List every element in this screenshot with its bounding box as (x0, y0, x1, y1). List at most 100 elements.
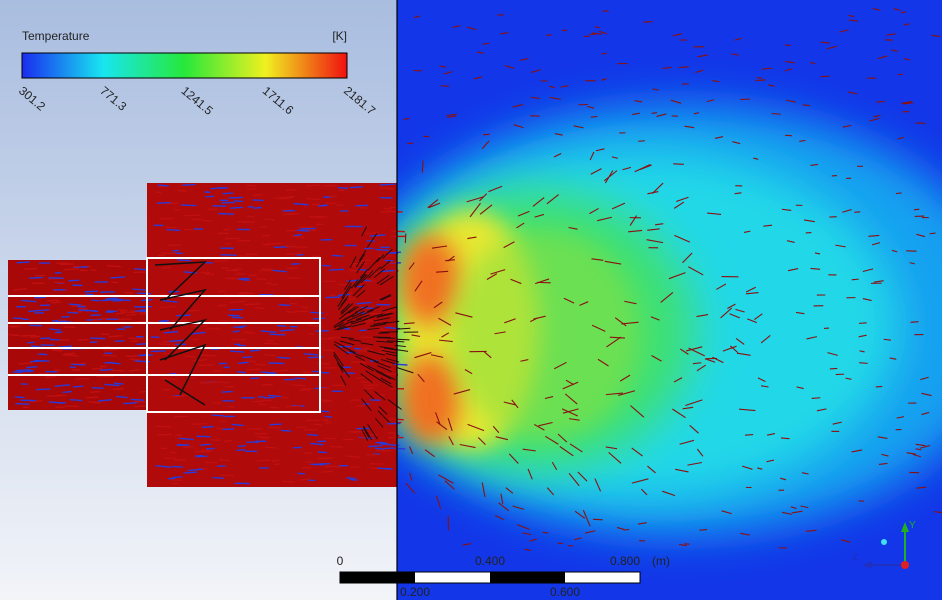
vector (157, 203, 170, 204)
x-axis (901, 561, 909, 569)
vector (212, 415, 224, 416)
vector (286, 246, 299, 247)
vector (245, 361, 256, 362)
vector (103, 355, 117, 356)
vector (195, 451, 210, 452)
vector (85, 291, 98, 292)
vector (71, 364, 85, 365)
vector (229, 197, 243, 198)
vector (100, 369, 113, 370)
vector (323, 350, 335, 351)
scale-label: 0.200 (400, 585, 430, 599)
vector (346, 478, 355, 479)
vector (391, 231, 405, 232)
vector (351, 362, 366, 363)
vector (279, 305, 290, 306)
vector (393, 435, 399, 436)
vector (248, 189, 256, 190)
vector (397, 339, 410, 340)
vector (210, 440, 220, 441)
temperature-field (350, 0, 942, 600)
vector (86, 397, 98, 398)
vector (384, 448, 394, 449)
vector (354, 349, 361, 350)
vector (255, 364, 266, 365)
vector (286, 312, 295, 313)
vector (129, 359, 137, 360)
colorbar (22, 53, 347, 78)
vector (73, 386, 83, 387)
vector (201, 450, 213, 451)
vector (393, 364, 407, 365)
vector (81, 310, 96, 311)
vector (236, 450, 245, 451)
vector (359, 350, 367, 351)
vector (283, 211, 295, 212)
field-orange (400, 235, 460, 325)
vector (200, 444, 211, 445)
vector (161, 253, 176, 254)
vector (78, 339, 89, 340)
vector (238, 446, 246, 447)
vector (131, 399, 144, 400)
vector (679, 67, 689, 68)
vector (781, 438, 790, 439)
vector (158, 185, 169, 186)
vector (232, 317, 243, 318)
legend-unit: [K] (332, 29, 347, 43)
vector (205, 196, 214, 197)
vector (272, 460, 280, 461)
vector (282, 481, 294, 482)
vector (270, 424, 282, 425)
vector (367, 455, 377, 456)
vector (45, 376, 55, 377)
vector (281, 430, 291, 431)
vector (876, 101, 884, 102)
vector (88, 402, 100, 403)
vector (259, 404, 268, 405)
vector (219, 460, 229, 461)
vector (291, 385, 305, 386)
vector (304, 354, 318, 355)
vector (237, 372, 246, 373)
vector (51, 302, 61, 303)
scale-label: 0.400 (475, 554, 505, 568)
vector (34, 361, 49, 362)
vector (90, 392, 101, 393)
vector (52, 350, 63, 351)
vector (320, 400, 332, 401)
vector (264, 219, 275, 220)
cfd-viewport: Temperature [K] 301.2771.31241.51711.621… (0, 0, 942, 600)
vector (785, 45, 791, 46)
vector (63, 392, 72, 393)
vector (90, 342, 97, 343)
vector (167, 230, 181, 231)
vector (318, 452, 327, 453)
vector (257, 437, 266, 438)
vector (297, 255, 304, 256)
vector (250, 378, 259, 379)
vector (182, 185, 195, 186)
vector (359, 337, 374, 338)
vector (253, 207, 261, 208)
vector (123, 403, 137, 404)
vector (291, 236, 305, 237)
triad-dot (881, 539, 887, 545)
vector (338, 188, 348, 189)
vector (69, 280, 80, 281)
vector (214, 382, 229, 383)
vector (300, 479, 310, 480)
vector (219, 188, 228, 189)
vector (40, 338, 50, 339)
vector (329, 269, 344, 270)
vector (362, 348, 369, 349)
vector (111, 282, 118, 283)
scale-unit: (m) (652, 554, 670, 568)
vector (332, 255, 343, 256)
vector (90, 338, 105, 339)
vector (101, 300, 114, 301)
vector (291, 264, 299, 265)
vector (298, 473, 305, 474)
vector (268, 427, 281, 428)
vector (243, 357, 253, 358)
